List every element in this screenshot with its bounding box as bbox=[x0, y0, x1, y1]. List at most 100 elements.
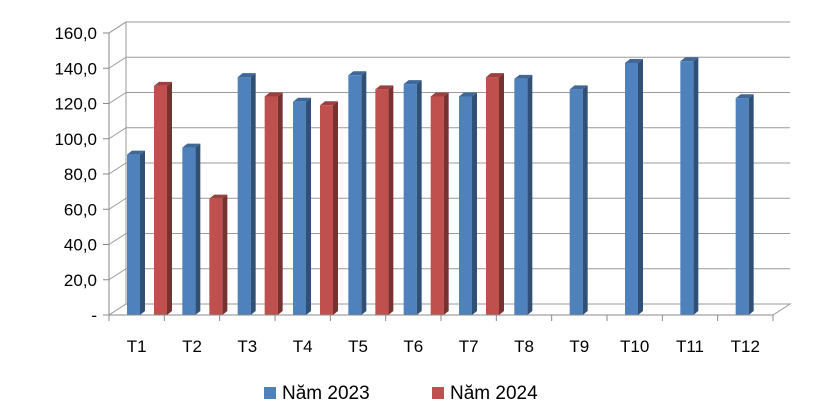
bar-2024-T4 bbox=[320, 101, 338, 315]
bar-top bbox=[375, 85, 394, 90]
bar-2023-T8 bbox=[514, 74, 533, 315]
bar-side bbox=[361, 71, 367, 315]
bar-side bbox=[333, 101, 338, 315]
bar-2023-T7 bbox=[459, 92, 477, 315]
gridline bbox=[108, 268, 790, 281]
bar-side bbox=[582, 85, 588, 316]
bar-top bbox=[320, 101, 338, 106]
x-tick-label: T7 bbox=[459, 337, 479, 356]
x-tick-label: T10 bbox=[620, 337, 649, 356]
y-axis-ticks: - 20,0 40,0 60,0 80,0 100,0 120,0 140,0 160,0 bbox=[54, 24, 110, 325]
bar-top bbox=[459, 92, 477, 97]
x-tick-label: T9 bbox=[569, 337, 589, 356]
x-tick-label: T8 bbox=[514, 337, 534, 356]
bar-2024-T6 bbox=[430, 92, 449, 315]
bar-2023-T5 bbox=[348, 71, 367, 315]
bar-2024-T2 bbox=[209, 194, 228, 315]
bar-side bbox=[443, 92, 449, 315]
bar-2023-T2 bbox=[182, 143, 201, 315]
y-tick-label: 40,0 bbox=[64, 236, 97, 255]
bar-top bbox=[680, 57, 699, 62]
bar-top bbox=[486, 73, 504, 78]
bar-side bbox=[306, 97, 311, 315]
legend-label-2023: Năm 2023 bbox=[282, 383, 370, 404]
bar-top bbox=[264, 92, 283, 97]
gridline bbox=[108, 197, 790, 210]
bar-front bbox=[293, 101, 306, 315]
bar-top bbox=[348, 71, 367, 76]
x-tick-label: T12 bbox=[731, 337, 760, 356]
bar-top bbox=[293, 97, 311, 102]
bar-side bbox=[527, 74, 533, 315]
bar-front bbox=[237, 77, 251, 315]
bar-front bbox=[459, 96, 472, 315]
bar-2023-T9 bbox=[569, 85, 588, 316]
bar-side bbox=[693, 57, 699, 315]
gridline bbox=[108, 92, 790, 104]
bar-2023-T1 bbox=[127, 150, 145, 315]
bar-side bbox=[250, 73, 256, 315]
bar-front bbox=[320, 105, 333, 315]
bar-side bbox=[222, 194, 228, 315]
bar-side bbox=[195, 143, 201, 315]
gridline bbox=[108, 21, 790, 34]
bar-2024-T5 bbox=[375, 85, 394, 316]
legend-label-2024: Năm 2024 bbox=[450, 383, 538, 404]
x-tick-label: T11 bbox=[676, 337, 704, 356]
bar-2023-T6 bbox=[403, 80, 422, 315]
bar-2023-T12 bbox=[735, 94, 754, 316]
bar-front bbox=[625, 62, 638, 316]
bar-front bbox=[209, 198, 223, 315]
bar-top bbox=[127, 150, 145, 155]
bar-front bbox=[403, 84, 417, 315]
bars bbox=[127, 57, 754, 316]
bar-side bbox=[277, 92, 283, 315]
bar-top bbox=[514, 74, 533, 79]
y-tick-label: 60,0 bbox=[64, 200, 97, 219]
gridline bbox=[108, 127, 790, 140]
bar-top bbox=[182, 143, 201, 148]
bar-top bbox=[154, 81, 172, 86]
bar-side bbox=[748, 94, 754, 316]
gridline bbox=[108, 56, 790, 69]
bar-front bbox=[735, 98, 749, 316]
x-tick-label: T2 bbox=[182, 337, 202, 356]
bar-front bbox=[514, 78, 528, 315]
bar-front bbox=[486, 77, 499, 315]
x-tick-label: T4 bbox=[293, 337, 313, 356]
y-tick-label: 160,0 bbox=[54, 24, 97, 43]
bar-2024-T3 bbox=[264, 92, 283, 315]
bar-2023-T11 bbox=[680, 57, 699, 316]
legend-swatch-2023 bbox=[264, 387, 276, 399]
bar-side bbox=[499, 73, 504, 315]
bar-front bbox=[569, 89, 583, 316]
bar-front bbox=[348, 75, 362, 315]
gridline bbox=[108, 233, 790, 245]
legend: Năm 2023 Năm 2024 bbox=[264, 383, 538, 404]
bar-side bbox=[388, 85, 394, 316]
x-tick-label: T5 bbox=[348, 337, 368, 356]
y-tick-label: - bbox=[91, 306, 97, 325]
bar-side bbox=[167, 81, 172, 315]
bar-2024-T1 bbox=[154, 81, 172, 315]
bar-top bbox=[735, 94, 754, 99]
x-tick-label: T1 bbox=[127, 337, 147, 356]
bar-front bbox=[264, 96, 278, 315]
bar-front bbox=[182, 147, 196, 315]
bar-top bbox=[237, 73, 256, 78]
gridlines bbox=[108, 21, 790, 281]
bar-side bbox=[140, 150, 145, 315]
x-tick-label: T6 bbox=[403, 337, 423, 356]
bar-2024-T7 bbox=[486, 73, 504, 315]
gridline bbox=[108, 162, 790, 175]
bar-front bbox=[154, 85, 167, 315]
y-tick-label: 120,0 bbox=[54, 95, 97, 114]
bar-top bbox=[430, 92, 449, 97]
bar-side bbox=[416, 80, 422, 315]
bar-side bbox=[638, 58, 643, 316]
bar-top bbox=[209, 194, 228, 199]
bar-front bbox=[680, 61, 694, 316]
bar-top bbox=[569, 85, 588, 90]
x-tick-label: T3 bbox=[237, 337, 257, 356]
